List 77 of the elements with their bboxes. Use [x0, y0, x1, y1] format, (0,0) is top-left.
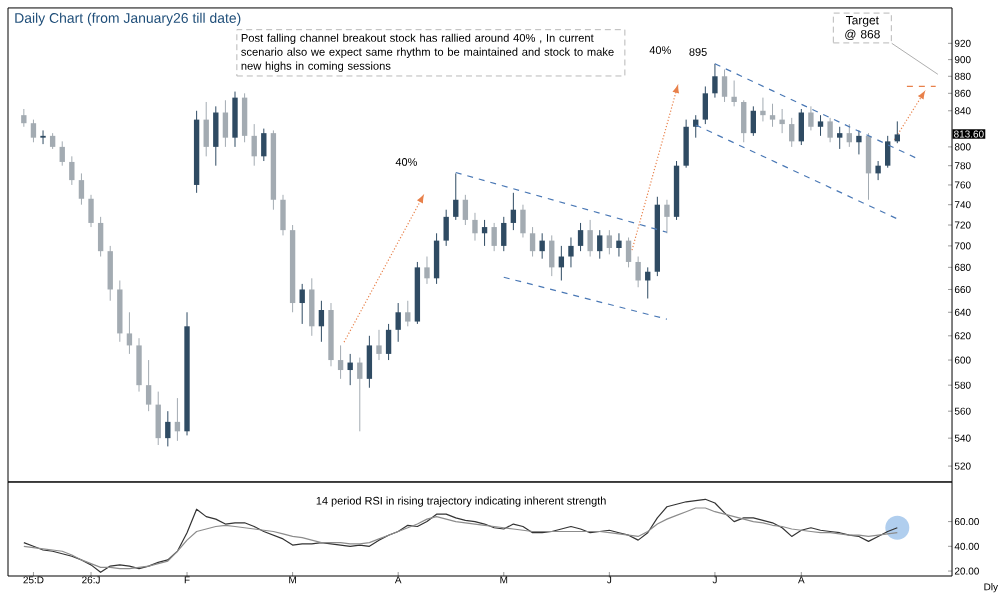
candlestick	[702, 85, 709, 125]
candlestick	[549, 234, 555, 277]
candlestick	[837, 126, 843, 150]
candlestick	[472, 212, 478, 242]
candlestick	[97, 216, 104, 258]
candlestick	[40, 129, 46, 145]
candlestick	[88, 194, 94, 228]
candlestick	[309, 277, 315, 337]
candlestick	[59, 140, 65, 167]
candlestick	[222, 99, 229, 148]
candlestick	[712, 63, 718, 99]
candlestick	[136, 337, 142, 393]
candlestick	[635, 256, 641, 288]
candlestick	[462, 194, 469, 226]
candlestick	[78, 172, 85, 206]
candlestick	[894, 120, 900, 144]
candlestick	[261, 128, 267, 162]
candlestick	[616, 232, 622, 258]
candlestick	[808, 105, 814, 131]
candlestick	[865, 132, 872, 201]
candlestick	[731, 80, 737, 107]
candlestick	[760, 97, 766, 122]
candlestick	[30, 119, 37, 143]
candlestick	[817, 114, 824, 137]
candlestick	[683, 119, 689, 169]
candlestick	[395, 302, 401, 343]
candlestick	[856, 129, 862, 155]
candlestick	[520, 204, 526, 238]
candlestick	[481, 219, 488, 247]
candlestick	[126, 311, 133, 355]
candlestick	[453, 172, 459, 221]
candlestick	[318, 300, 325, 343]
candlestick	[779, 108, 785, 134]
candlestick	[376, 329, 382, 361]
candlestick	[337, 344, 344, 380]
candlestick	[155, 391, 161, 446]
candlestick	[299, 283, 305, 325]
candlestick	[69, 155, 75, 186]
candlestick	[529, 226, 536, 258]
candlestick	[203, 101, 209, 157]
candlestick	[366, 335, 373, 389]
candlestick	[443, 209, 449, 247]
candlestick	[577, 222, 584, 252]
candlestick	[232, 91, 238, 148]
candlestick	[280, 194, 286, 236]
candlestick	[568, 236, 574, 268]
candlestick	[241, 92, 248, 143]
candlestick	[885, 135, 891, 169]
candlestick	[357, 357, 363, 432]
candlestick	[769, 103, 776, 128]
candlestick	[597, 229, 603, 260]
candlestick	[789, 117, 795, 148]
candlestick	[213, 105, 219, 167]
candlestick	[251, 123, 257, 167]
candlestick	[587, 219, 593, 258]
candlestick	[424, 256, 430, 285]
candlestick	[875, 160, 881, 181]
candlestick	[491, 222, 497, 252]
candlestick	[107, 245, 113, 302]
candlestick	[721, 69, 728, 103]
candlestick	[539, 232, 545, 260]
candlestick	[405, 300, 411, 327]
candlestick	[501, 216, 507, 252]
candlestick	[117, 279, 123, 343]
candlestick	[510, 192, 517, 231]
candlestick	[798, 108, 805, 146]
candlestick	[827, 117, 833, 143]
candlestick	[145, 359, 152, 412]
candlestick	[846, 123, 852, 148]
candlestick	[165, 410, 171, 447]
candlestick	[625, 236, 632, 268]
candlestick	[606, 229, 613, 255]
candlestick	[750, 105, 757, 137]
candlestick	[664, 199, 670, 234]
candlestick	[385, 323, 392, 361]
candlestick	[433, 232, 440, 285]
candlestick	[741, 99, 747, 143]
